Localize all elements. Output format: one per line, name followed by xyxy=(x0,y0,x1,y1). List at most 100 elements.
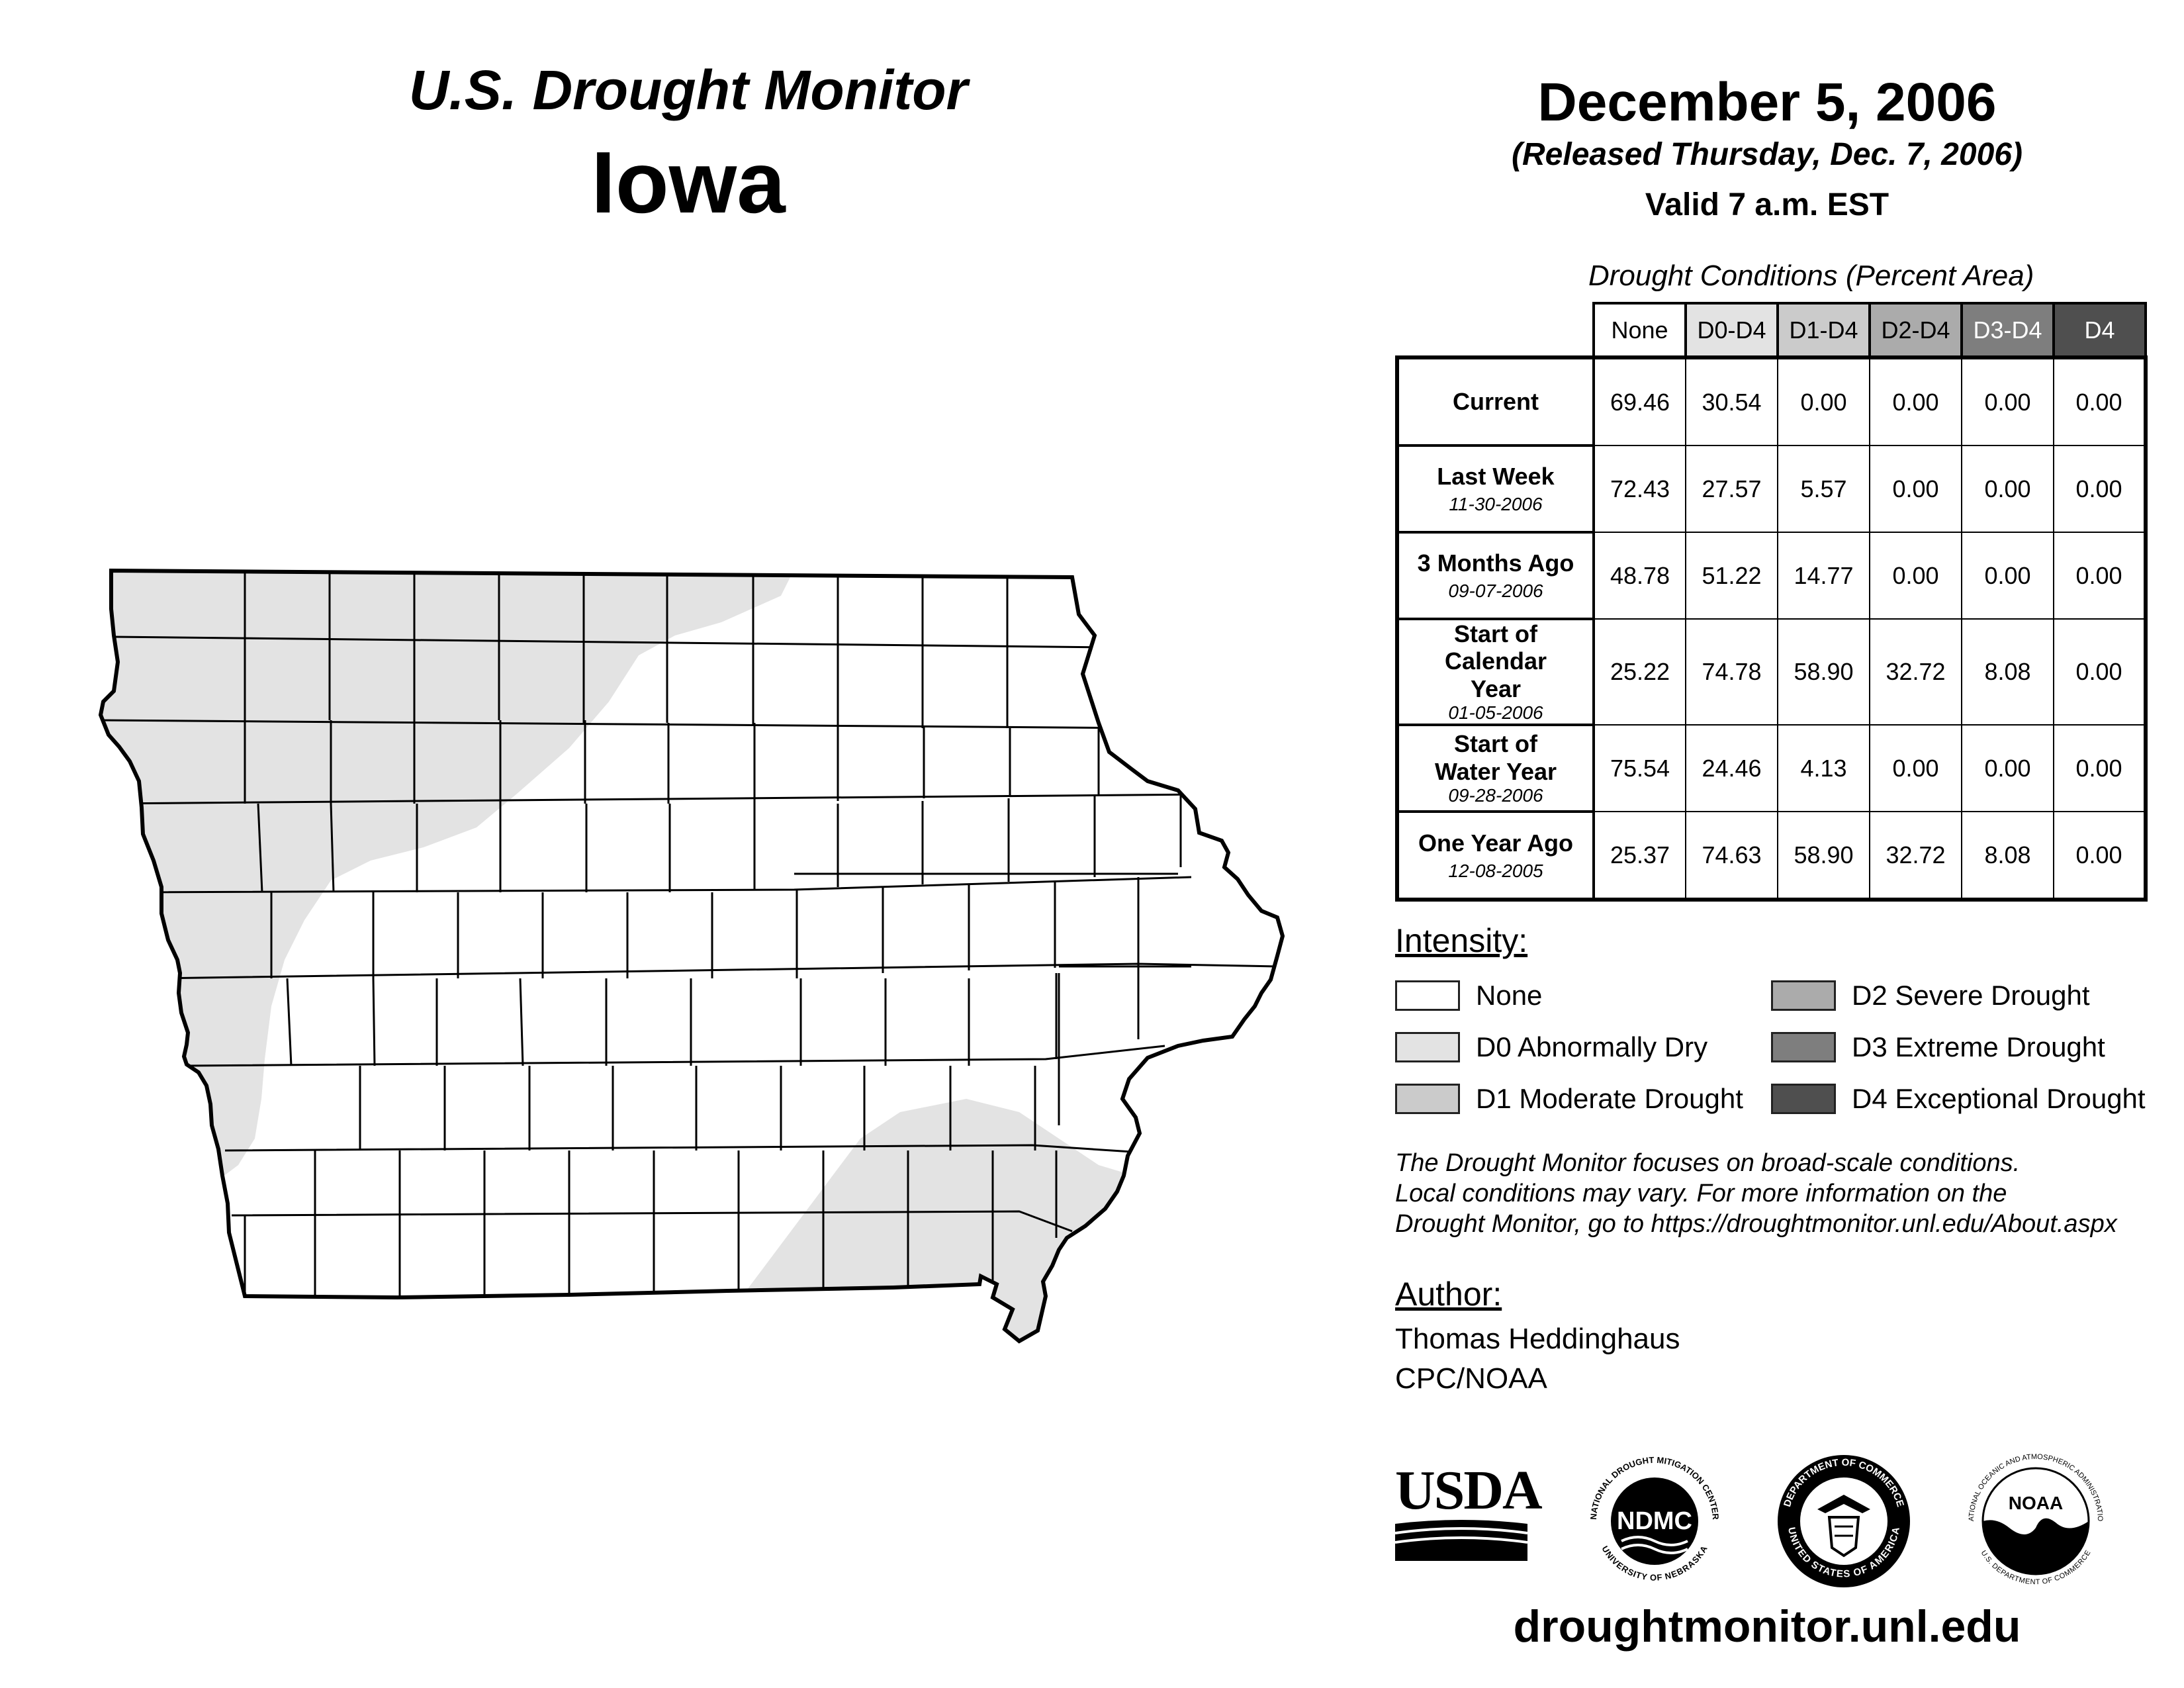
row-label: One Year Ago 12-08-2005 xyxy=(1395,810,1595,902)
table-caption: Drought Conditions (Percent Area) xyxy=(1588,259,2034,292)
row-label-text: Start of Calendar Year xyxy=(1444,620,1547,702)
legend-label: D0 Abnormally Dry xyxy=(1476,1031,1708,1062)
legend-swatch-d1 xyxy=(1395,1084,1460,1114)
legend-swatch-d2 xyxy=(1771,980,1836,1011)
legend-label: D3 Extreme Drought xyxy=(1852,1031,2105,1062)
table-cell: 74.78 xyxy=(1685,618,1778,726)
table-cell: 0.00 xyxy=(2053,532,2148,620)
legend-title: Intensity: xyxy=(1395,922,1528,959)
row-label-date: 11-30-2006 xyxy=(1449,494,1543,515)
row-label: Last Week 11-30-2006 xyxy=(1395,444,1595,534)
legend-swatch-d0 xyxy=(1395,1032,1460,1062)
legend-item-d4: D4 Exceptional Drought xyxy=(1771,1083,2146,1115)
row-label-text: One Year Ago xyxy=(1418,829,1574,857)
legend-swatch-none xyxy=(1395,980,1460,1011)
table-cell: 48.78 xyxy=(1593,532,1686,620)
drought-conditions-table: None D0-D4 D1-D4 D2-D4 D3-D4 D4 Current … xyxy=(1395,302,2148,902)
column-header-d0-d4: D0-D4 xyxy=(1684,302,1779,359)
table-cell: 32.72 xyxy=(1869,618,1962,726)
row-label-text: Last Week xyxy=(1437,462,1555,490)
map-date: December 5, 2006 xyxy=(1537,72,1997,132)
table-row-one-year-ago: One Year Ago 12-08-2005 25.37 74.63 58.90… xyxy=(1395,810,2148,902)
table-cell: 51.22 xyxy=(1685,532,1778,620)
state-name: Iowa xyxy=(591,134,786,231)
county-lines xyxy=(101,571,1278,1296)
table-cell: 0.00 xyxy=(2053,445,2148,533)
noaa-logo: NOAA NATIONAL OCEANIC AND ATMOSPHERIC AD… xyxy=(1963,1448,2104,1586)
author-title: Author: xyxy=(1395,1276,1502,1313)
legend-label: D4 Exceptional Drought xyxy=(1852,1083,2146,1114)
table-cell: 24.46 xyxy=(1685,724,1778,813)
legend-item-d3: D3 Extreme Drought xyxy=(1771,1031,2105,1063)
row-label-text: Current xyxy=(1452,388,1539,416)
ndmc-logo-text: NDMC xyxy=(1617,1507,1692,1535)
table-cell: 0.00 xyxy=(2053,355,2148,446)
table-cell: 72.43 xyxy=(1593,445,1686,533)
row-label-date: 09-28-2006 xyxy=(1448,785,1543,806)
legend-label: D2 Severe Drought xyxy=(1852,980,2090,1011)
table-cell: 0.00 xyxy=(2053,811,2148,902)
disclaimer-note: The Drought Monitor focuses on broad-sca… xyxy=(1395,1148,2176,1239)
legend-swatch-d3 xyxy=(1771,1032,1836,1062)
author-name: Thomas Heddinghaus xyxy=(1395,1323,1680,1355)
row-label: Start of Water Year 09-28-2006 xyxy=(1395,724,1595,814)
table-cell: 0.00 xyxy=(1961,445,2054,533)
legend-swatch-d4 xyxy=(1771,1084,1836,1114)
table-cell: 58.90 xyxy=(1777,618,1870,726)
row-label-date: 01-05-2006 xyxy=(1448,702,1543,724)
valid-time: Valid 7 a.m. EST xyxy=(1645,187,1889,222)
legend-item-none: None xyxy=(1395,980,1542,1011)
note-line: Drought Monitor, go to https://droughtmo… xyxy=(1395,1210,2117,1238)
column-header-d1-d4: D1-D4 xyxy=(1776,302,1871,359)
d0-area-west xyxy=(101,571,801,1205)
column-header-d3-d4: D3-D4 xyxy=(1960,302,2055,359)
table-cell: 75.54 xyxy=(1593,724,1686,813)
table-cell: 4.13 xyxy=(1777,724,1870,813)
column-header-d2-d4: D2-D4 xyxy=(1868,302,1963,359)
table-cell: 30.54 xyxy=(1685,355,1778,446)
row-label: Start of Calendar Year 01-05-2006 xyxy=(1395,617,1595,727)
table-row-start-of-water-year: Start of Water Year 09-28-2006 75.54 24.4… xyxy=(1395,724,2148,814)
row-label-text: 3 Months Ago xyxy=(1417,549,1574,577)
table-row-3-months-ago: 3 Months Ago 09-07-2006 48.78 51.22 14.77… xyxy=(1395,531,2148,620)
map-title: U.S. Drought Monitor xyxy=(408,59,968,121)
table-row-start-of-calendar-year: Start of Calendar Year 01-05-2006 25.22 7… xyxy=(1395,617,2148,727)
table-cell: 8.08 xyxy=(1961,811,2054,902)
row-label-date: 09-07-2006 xyxy=(1448,581,1543,602)
table-row-last-week: Last Week 11-30-2006 72.43 27.57 5.57 0.0… xyxy=(1395,444,2148,534)
table-cell: 25.37 xyxy=(1593,811,1686,902)
note-line: The Drought Monitor focuses on broad-sca… xyxy=(1395,1149,2021,1177)
table-cell: 58.90 xyxy=(1777,811,1870,902)
note-line: Local conditions may vary. For more info… xyxy=(1395,1180,2007,1207)
table-cell: 25.22 xyxy=(1593,618,1686,726)
noaa-logo-text: NOAA xyxy=(2009,1493,2063,1513)
row-label: 3 Months Ago 09-07-2006 xyxy=(1395,531,1595,620)
row-label-text: Start of Water Year xyxy=(1434,730,1557,785)
table-cell: 32.72 xyxy=(1869,811,1962,902)
table-cell: 0.00 xyxy=(1869,445,1962,533)
author-org: CPC/NOAA xyxy=(1395,1362,1547,1395)
table-cell: 74.63 xyxy=(1685,811,1778,902)
table-cell: 0.00 xyxy=(1869,532,1962,620)
column-header-d4: D4 xyxy=(2052,302,2147,359)
table-cell: 0.00 xyxy=(2053,618,2148,726)
table-cell: 0.00 xyxy=(1961,532,2054,620)
row-label-date: 12-08-2005 xyxy=(1448,860,1543,881)
table-cell: 0.00 xyxy=(1961,355,2054,446)
table-row-current: Current 69.46 30.54 0.00 0.00 0.00 0.00 xyxy=(1395,355,2148,447)
legend-label: None xyxy=(1476,980,1543,1011)
iowa-drought-map xyxy=(0,0,1324,1390)
table-cell: 0.00 xyxy=(2053,724,2148,813)
legend-label: D1 Moderate Drought xyxy=(1476,1083,1743,1114)
table-cell: 14.77 xyxy=(1777,532,1870,620)
column-header-none: None xyxy=(1592,302,1687,359)
usda-logo: USDA xyxy=(1394,1463,1543,1562)
table-cell: 5.57 xyxy=(1777,445,1870,533)
table-cell: 27.57 xyxy=(1685,445,1778,533)
legend-item-d0: D0 Abnormally Dry xyxy=(1395,1031,1707,1063)
release-date: (Released Thursday, Dec. 7, 2006) xyxy=(1512,137,2023,172)
table-cell: 0.00 xyxy=(1777,355,1870,446)
table-cell: 8.08 xyxy=(1961,618,2054,726)
ndmc-logo: NDMC NATIONAL DROUGHT MITIGATION CENTER … xyxy=(1588,1455,1721,1583)
table-cell: 0.00 xyxy=(1961,724,2054,813)
